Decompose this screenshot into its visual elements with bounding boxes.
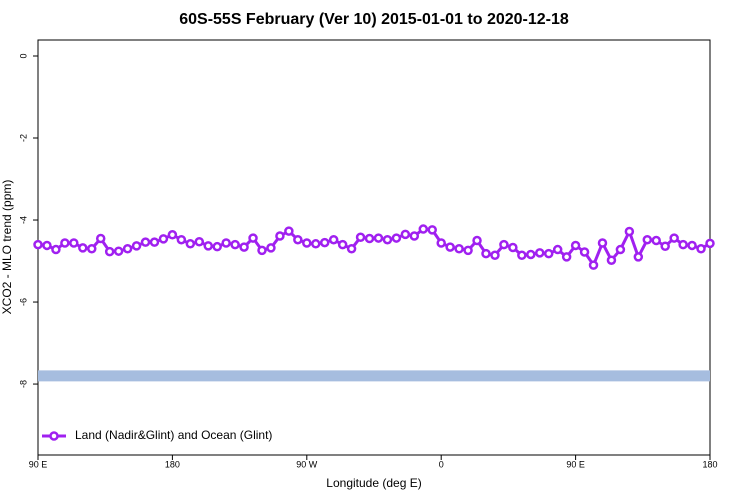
data-point [526, 249, 536, 260]
data-point [42, 240, 52, 251]
data-point [33, 239, 43, 250]
data-point [113, 246, 124, 256]
data-point [705, 238, 715, 249]
x-tick-label: 180 [165, 459, 180, 469]
data-point [382, 234, 393, 245]
data-point [579, 247, 590, 257]
data-point [606, 255, 617, 265]
data-point [51, 244, 61, 255]
legend-marker [49, 431, 59, 441]
data-point [346, 243, 357, 254]
x-tick-label: 0 [439, 459, 444, 469]
data-point [185, 239, 196, 249]
data-point [337, 239, 348, 250]
y-tick-label: -2 [18, 134, 28, 142]
data-point [552, 244, 563, 255]
data-point [490, 250, 500, 261]
legend-label: Land (Nadir&Glint) and Ocean (Glint) [75, 428, 272, 442]
data-point [78, 243, 88, 253]
data-point [597, 238, 608, 248]
data-point [311, 239, 321, 249]
data-point [221, 238, 231, 248]
data-point [409, 231, 420, 241]
data-point [212, 241, 222, 252]
data-point [319, 237, 330, 248]
data-point [373, 233, 384, 243]
data-point [687, 240, 697, 251]
x-tick-label: 90 E [29, 459, 48, 469]
data-point [642, 234, 653, 245]
data-point [69, 238, 79, 248]
data-point [167, 230, 178, 240]
y-axis-label: XCO2 - MLO trend (ppm) [0, 180, 14, 315]
data-point [122, 243, 133, 254]
data-point [203, 241, 213, 251]
data-point [660, 241, 670, 252]
y-tick-label: -4 [18, 216, 28, 224]
data-point [328, 234, 339, 245]
data-point [248, 233, 258, 243]
data-point [696, 243, 706, 254]
data-point [543, 248, 554, 259]
data-point [481, 248, 491, 259]
data-point [517, 250, 527, 261]
data-point [669, 233, 679, 243]
data-point [418, 224, 429, 234]
data-point [140, 237, 151, 247]
x-tick-label: 90 W [296, 459, 318, 469]
data-point [293, 234, 303, 245]
data-point [400, 229, 411, 240]
data-point [302, 238, 312, 248]
data-point [436, 238, 446, 248]
data-point [427, 225, 437, 235]
data-point [230, 239, 240, 250]
data-point [508, 242, 518, 253]
data-point [257, 245, 267, 256]
y-tick-label: -8 [18, 380, 28, 388]
data-point [535, 248, 545, 258]
data-point [158, 234, 169, 244]
data-point [570, 240, 581, 251]
data-point [194, 237, 205, 247]
data-point [651, 235, 661, 246]
data-point [284, 226, 294, 236]
y-tick-label: -6 [18, 298, 28, 306]
x-tick-label: 180 [702, 459, 717, 469]
data-point [624, 226, 635, 237]
data-point [266, 243, 276, 253]
data-point [561, 252, 572, 262]
data-point [391, 233, 402, 243]
chart-title: 60S-55S February (Ver 10) 2015-01-01 to … [179, 11, 569, 28]
data-point [149, 237, 160, 247]
data-point [615, 244, 626, 255]
data-point [454, 243, 464, 254]
data-point [463, 245, 473, 256]
data-point [472, 235, 482, 246]
data-point [60, 238, 70, 248]
data-point [445, 242, 455, 252]
x-axis-label: Longitude (deg E) [326, 476, 421, 490]
data-point [355, 232, 366, 242]
data-point [176, 234, 187, 245]
data-point [499, 239, 509, 250]
data-point [678, 239, 688, 250]
x-tick-label: 90 E [566, 459, 585, 469]
data-point [239, 242, 249, 252]
y-tick-label: 0 [18, 53, 28, 58]
data-point [588, 260, 599, 270]
data-point [104, 246, 115, 257]
data-point [364, 233, 375, 244]
data-point [95, 233, 106, 244]
data-point [87, 243, 97, 254]
data-point [131, 241, 142, 251]
data-point [275, 231, 285, 241]
data-point [633, 252, 644, 262]
